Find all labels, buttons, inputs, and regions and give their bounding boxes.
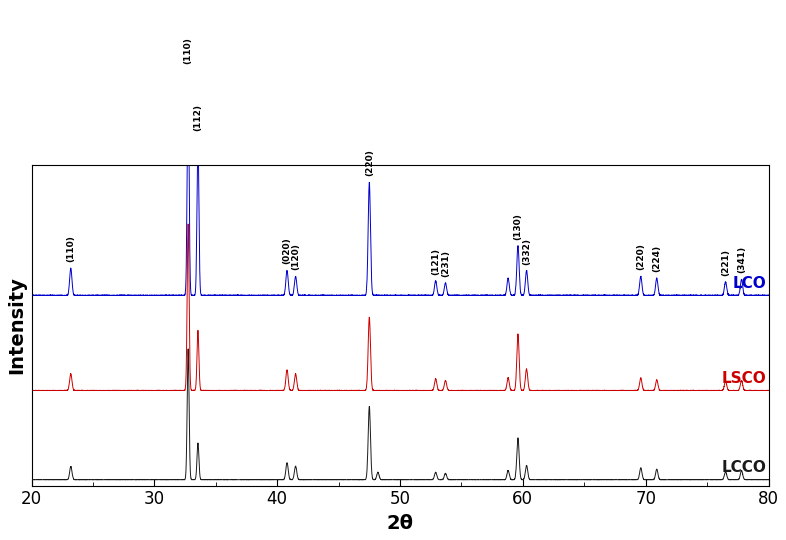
Text: (332): (332) [522,238,531,265]
Text: (120): (120) [291,244,300,271]
Text: (121): (121) [432,248,440,275]
Text: LCO: LCO [733,276,766,291]
Text: (112): (112) [193,104,203,131]
Text: (220): (220) [637,244,645,271]
Text: (224): (224) [652,245,661,272]
Text: (220): (220) [365,150,374,177]
X-axis label: 2θ: 2θ [387,514,413,533]
Text: (341): (341) [737,246,746,273]
Y-axis label: Intensity: Intensity [7,276,26,374]
Text: (110): (110) [66,235,75,262]
Text: (110): (110) [184,37,193,64]
Text: LCCO: LCCO [722,460,766,475]
Text: (020): (020) [282,238,292,265]
Text: (130): (130) [513,213,523,240]
Text: (221): (221) [721,249,730,276]
Text: (231): (231) [441,250,450,277]
Text: LSCO: LSCO [722,371,766,386]
